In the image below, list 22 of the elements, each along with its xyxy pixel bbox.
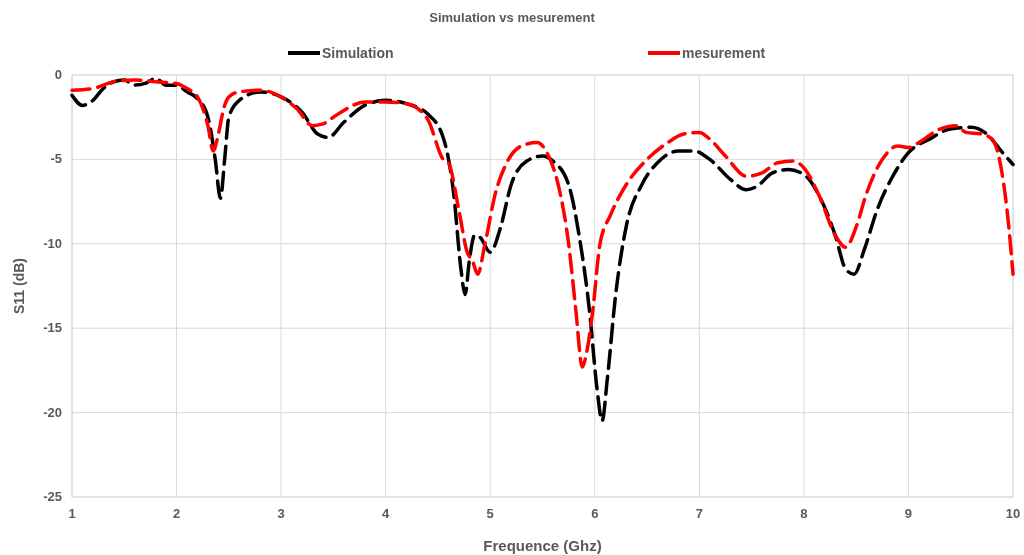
y-axis-title: S11 (dB): [11, 257, 27, 315]
x-tick-label: 8: [800, 506, 808, 521]
y-tick-label: -20: [43, 404, 62, 420]
legend-label: mesurement: [682, 45, 766, 61]
legend-label: Simulation: [322, 45, 394, 61]
line-series: [70, 78, 1015, 369]
y-tick-label: -5: [50, 151, 62, 167]
x-tick-label: 10: [1005, 506, 1021, 521]
x-tick-label: 3: [277, 506, 285, 521]
x-tick-label: 6: [591, 506, 599, 521]
x-tick-label: 5: [486, 506, 494, 521]
y-tick-label: -15: [43, 320, 62, 336]
x-axis-title: Frequence (Ghz): [483, 537, 602, 554]
x-tick-label: 2: [172, 506, 181, 521]
y-tick-label: 0: [54, 67, 62, 82]
x-tick-label: 1: [68, 506, 76, 521]
y-tick-label: -10: [43, 235, 62, 251]
x-tick-label: 4: [382, 506, 391, 521]
chart-title: Simulation vs mesurement: [429, 10, 596, 25]
x-tick-label: 9: [904, 506, 913, 521]
y-tick-label: -25: [43, 489, 62, 504]
x-tick-label: 7: [695, 506, 703, 521]
